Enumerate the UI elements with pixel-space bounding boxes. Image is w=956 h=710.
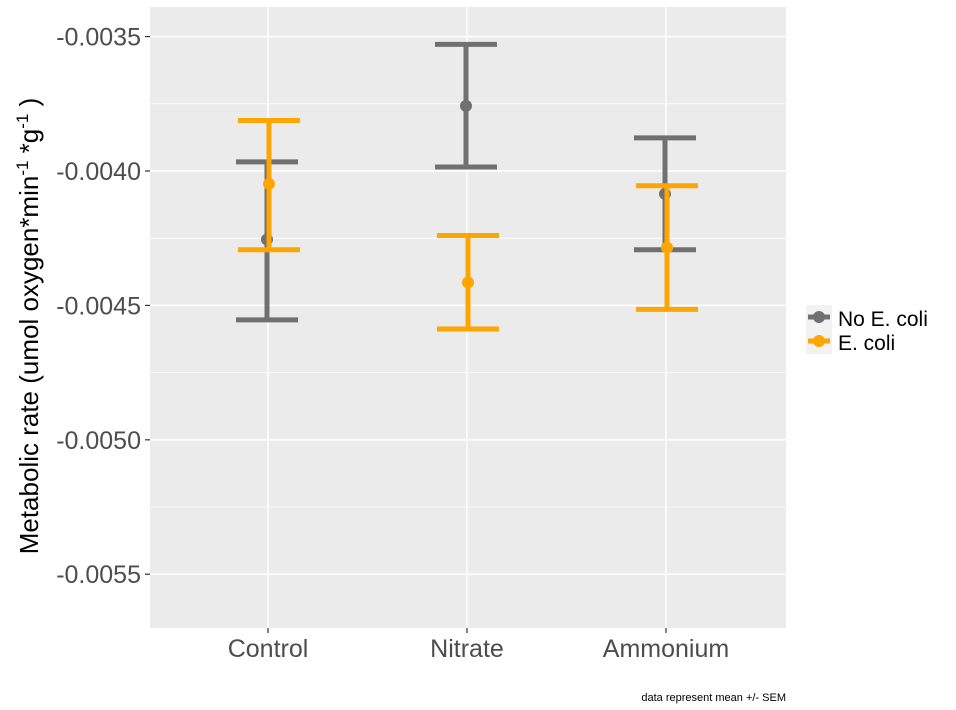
y-tick-label: -0.0040 bbox=[56, 158, 141, 186]
x-axis-ticks: Control Nitrate Ammonium bbox=[228, 628, 729, 663]
mean-point bbox=[263, 177, 275, 190]
y-tick-label: -0.0035 bbox=[56, 24, 141, 52]
y-axis-title-sup2: -1 bbox=[13, 114, 32, 129]
y-axis-title-prefix: Metabolic rate (umol oxygen*min bbox=[14, 176, 44, 555]
x-tick-label: Nitrate bbox=[430, 635, 504, 663]
legend: No E. coli E. coli bbox=[806, 305, 928, 355]
y-tick-label: -0.0055 bbox=[56, 561, 141, 589]
x-tick-label: Ammonium bbox=[603, 635, 729, 663]
y-axis-ticks: -0.0055 -0.0050 -0.0045 -0.0040 -0.0035 bbox=[56, 24, 150, 589]
legend-dot-no-e-coli bbox=[813, 311, 825, 323]
y-axis-title-sup1: -1 bbox=[13, 161, 32, 176]
y-axis-title: Metabolic rate (umol oxygen*min-1 *g-1 ) bbox=[13, 98, 44, 555]
legend-item-no-e-coli: No E. coli bbox=[806, 305, 928, 331]
y-axis-title-suffix: ) bbox=[14, 98, 44, 114]
x-tick-label: Control bbox=[228, 635, 309, 663]
error-bars bbox=[236, 41, 698, 332]
y-tick-label: -0.0045 bbox=[56, 292, 141, 320]
legend-dot-e-coli bbox=[813, 335, 825, 347]
mean-point bbox=[462, 276, 474, 289]
legend-label-no-e-coli: No E. coli bbox=[838, 308, 928, 331]
caption: data represent mean +/- SEM bbox=[641, 692, 786, 704]
y-tick-label: -0.0050 bbox=[56, 427, 141, 455]
legend-label-e-coli: E. coli bbox=[838, 332, 895, 355]
y-axis-title-mid: *g bbox=[14, 129, 44, 161]
series-e-coli bbox=[238, 117, 698, 332]
mean-point bbox=[460, 99, 472, 112]
legend-item-e-coli: E. coli bbox=[806, 328, 895, 355]
mean-point bbox=[661, 241, 673, 254]
